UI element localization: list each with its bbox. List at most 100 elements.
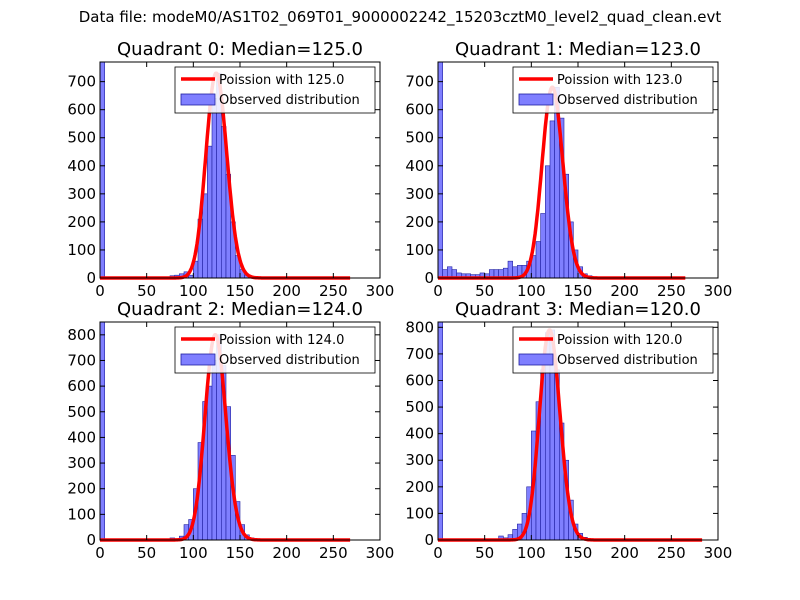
x-tick-label: 200 — [272, 282, 301, 300]
histogram-bar — [207, 145, 213, 279]
x-tick-label: 250 — [319, 544, 348, 562]
y-tick-label: 400 — [67, 157, 96, 175]
x-tick-label: 250 — [657, 282, 686, 300]
legend-bar-swatch — [518, 93, 554, 106]
panel-quadrant-2: Quadrant 2: Median=124.0 0 50 100 150 200 250 3… — [67, 299, 394, 562]
x-tick-label: 50 — [137, 544, 156, 562]
y-tick-label: 0 — [424, 269, 434, 287]
panel-title: Quadrant 3: Median=120.0 — [455, 299, 701, 320]
y-tick-label: 600 — [405, 101, 434, 119]
y-tick-label: 0 — [424, 531, 434, 549]
y-tick-label: 700 — [67, 73, 96, 91]
x-tick-label: 150 — [564, 544, 593, 562]
y-tick-label: 700 — [405, 73, 434, 91]
panel-title: Quadrant 2: Median=124.0 — [117, 299, 363, 320]
x-tick-label: 200 — [610, 282, 639, 300]
y-tick-label: 800 — [67, 326, 96, 344]
y-tick-label: 0 — [86, 269, 96, 287]
y-tick-label: 700 — [67, 351, 96, 369]
x-tick-label: 50 — [475, 544, 494, 562]
histogram-bar — [437, 61, 443, 279]
y-tick-label: 300 — [67, 454, 96, 472]
legend-bar-swatch — [518, 353, 554, 366]
y-tick-label: 500 — [405, 129, 434, 147]
legend-bar-label: Observed distribution — [557, 93, 698, 108]
panel-quadrant-1: Quadrant 1: Median=123.0 0 50 100 150 200 250 3… — [405, 39, 732, 300]
y-tick-label: 100 — [67, 241, 96, 259]
x-tick-label: 100 — [179, 544, 208, 562]
x-tick-label: 150 — [226, 282, 255, 300]
x-tick-label: 100 — [517, 544, 546, 562]
y-tick-label: 400 — [67, 428, 96, 446]
legend-bar-label: Observed distribution — [557, 353, 698, 368]
histogram-bar — [211, 360, 217, 541]
y-tick-label: 400 — [405, 425, 434, 443]
y-tick-label: 200 — [67, 213, 96, 231]
y-tick-label: 500 — [67, 129, 96, 147]
x-tick-label: 200 — [610, 544, 639, 562]
histogram-bar — [549, 120, 555, 279]
x-tick-label: 300 — [366, 544, 395, 562]
x-tick-label: 300 — [366, 282, 395, 300]
y-tick-label: 300 — [405, 451, 434, 469]
x-tick-label: 200 — [272, 544, 301, 562]
histogram-bar — [202, 193, 208, 279]
panel-quadrant-0: Quadrant 0: Median=125.0 0 50 100 150 200 250 3… — [67, 39, 394, 300]
panel-title: Quadrant 0: Median=125.0 — [117, 39, 363, 60]
y-tick-label: 700 — [405, 345, 434, 363]
y-tick-label: 100 — [67, 505, 96, 523]
panel-title: Quadrant 1: Median=123.0 — [455, 39, 701, 60]
legend: Poission with 125.0 Observed distribution — [174, 66, 376, 114]
x-tick-label: 100 — [179, 282, 208, 300]
histogram-bar — [99, 61, 105, 279]
x-tick-label: 0 — [433, 282, 443, 300]
y-tick-label: 500 — [67, 403, 96, 421]
x-tick-label: 250 — [319, 282, 348, 300]
legend: Poission with 124.0 Observed distribution — [174, 326, 376, 374]
histogram-bar — [99, 321, 105, 541]
legend-curve-label: Poission with 124.0 — [219, 333, 344, 348]
y-tick-label: 800 — [405, 318, 434, 336]
x-tick-label: 100 — [517, 282, 546, 300]
histogram-bar — [207, 385, 213, 541]
histogram-bar — [545, 165, 551, 279]
x-tick-label: 50 — [137, 282, 156, 300]
y-tick-label: 300 — [67, 185, 96, 203]
figure-suptitle: Data file: modeM0/AS1T02_069T01_90000022… — [78, 8, 722, 26]
x-tick-label: 0 — [433, 544, 443, 562]
y-tick-label: 200 — [67, 480, 96, 498]
y-tick-label: 200 — [405, 213, 434, 231]
y-tick-label: 100 — [405, 241, 434, 259]
legend-bar-label: Observed distribution — [219, 93, 360, 108]
legend-bar-swatch — [180, 93, 216, 106]
legend-bar-label: Observed distribution — [219, 353, 360, 368]
legend: Poission with 123.0 Observed distribution — [512, 66, 714, 114]
y-tick-label: 500 — [405, 398, 434, 416]
histogram-bars — [99, 321, 259, 541]
x-tick-label: 0 — [95, 544, 105, 562]
y-tick-label: 600 — [67, 377, 96, 395]
x-tick-label: 300 — [704, 544, 733, 562]
histogram-bar — [507, 260, 513, 279]
x-tick-label: 150 — [564, 282, 593, 300]
legend-curve-label: Poission with 123.0 — [557, 73, 682, 88]
histogram-bar — [540, 213, 546, 279]
y-tick-label: 0 — [86, 531, 96, 549]
y-tick-label: 600 — [405, 371, 434, 389]
x-tick-label: 250 — [657, 544, 686, 562]
y-tick-label: 300 — [405, 185, 434, 203]
y-tick-label: 600 — [67, 101, 96, 119]
y-tick-label: 200 — [405, 478, 434, 496]
legend: Poission with 120.0 Observed distribution — [512, 326, 714, 374]
y-tick-label: 400 — [405, 157, 434, 175]
histogram-bar — [535, 241, 541, 279]
y-tick-label: 100 — [405, 504, 434, 522]
x-tick-label: 300 — [704, 282, 733, 300]
legend-curve-label: Poission with 120.0 — [557, 333, 682, 348]
legend-bar-swatch — [180, 353, 216, 366]
histogram-bar — [437, 321, 443, 541]
panel-quadrant-3: Quadrant 3: Median=120.0 0 50 100 150 200 250 3… — [405, 299, 732, 562]
x-tick-label: 50 — [475, 282, 494, 300]
x-tick-label: 150 — [226, 544, 255, 562]
